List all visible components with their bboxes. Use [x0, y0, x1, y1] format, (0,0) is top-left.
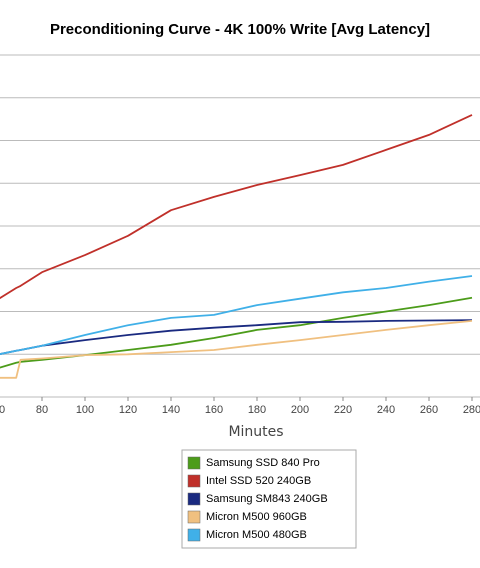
chart-title: Preconditioning Curve - 4K 100% Write [A… — [50, 21, 430, 38]
x-tick-label: 260 — [420, 404, 438, 416]
series-line — [0, 275, 473, 356]
x-tick-label: 100 — [76, 404, 94, 416]
x-tick-label: 200 — [291, 404, 309, 416]
x-tick-label: 120 — [119, 404, 137, 416]
legend-label: Intel SSD 520 240GB — [206, 475, 311, 487]
x-tick-label: 180 — [248, 404, 266, 416]
legend-label: Micron M500 960GB — [206, 511, 307, 523]
legend-label: Micron M500 480GB — [206, 529, 307, 541]
legend-swatch — [187, 492, 201, 506]
x-tick-label: 160 — [205, 404, 223, 416]
series-line — [0, 320, 473, 379]
legend-swatch — [187, 456, 201, 470]
x-tick-label: 80 — [36, 404, 48, 416]
legend-label: Samsung SSD 840 Pro — [206, 457, 320, 469]
legend-label: Samsung SM843 240GB — [206, 493, 328, 505]
legend-swatch — [187, 528, 201, 542]
x-tick-label: 280 — [463, 404, 480, 416]
series-line — [0, 319, 473, 356]
legend-swatch — [187, 510, 201, 524]
x-tick-label: 240 — [377, 404, 395, 416]
series-line — [0, 114, 473, 300]
series-line — [0, 296, 473, 369]
legend-swatch — [187, 474, 201, 488]
legend-box — [181, 449, 357, 549]
x-axis-label: Minutes — [228, 424, 283, 440]
x-tick-label: 60 — [0, 404, 5, 416]
x-tick-label: 220 — [334, 404, 352, 416]
x-tick-label: 140 — [162, 404, 180, 416]
